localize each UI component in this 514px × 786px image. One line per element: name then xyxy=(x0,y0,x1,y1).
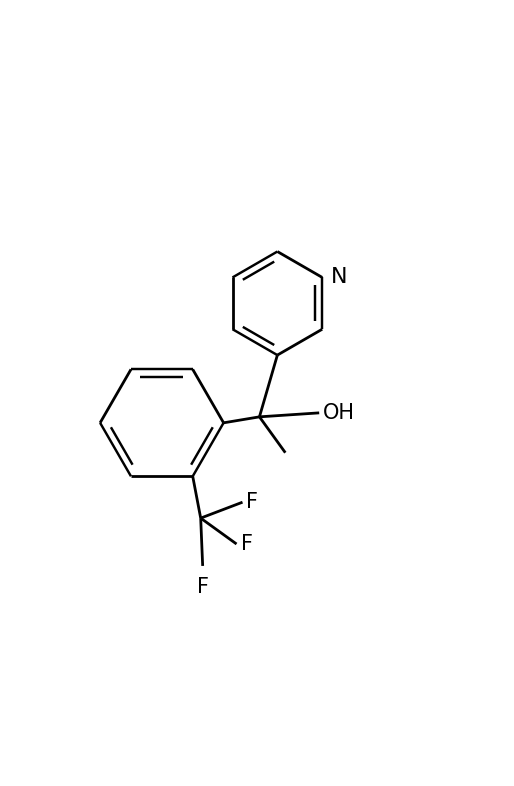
Text: N: N xyxy=(331,266,347,287)
Text: F: F xyxy=(241,534,252,554)
Text: F: F xyxy=(247,492,259,512)
Text: OH: OH xyxy=(323,403,355,423)
Text: F: F xyxy=(197,577,209,597)
